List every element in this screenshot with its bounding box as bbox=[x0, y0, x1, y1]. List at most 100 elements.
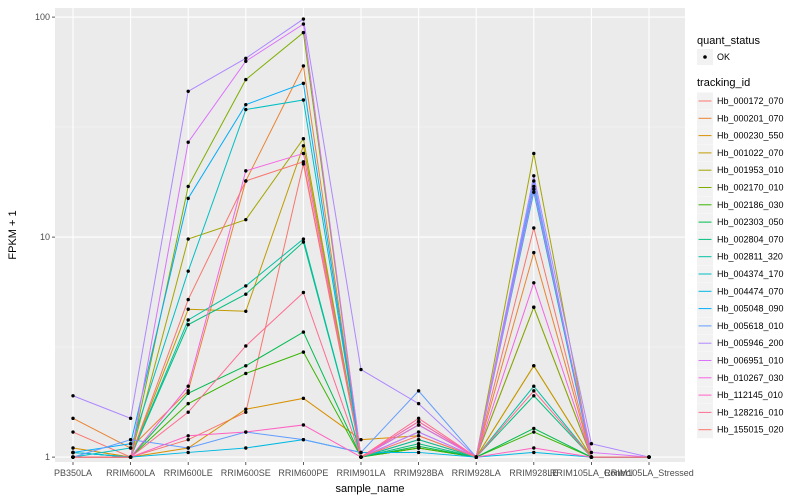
x-tick-label: RRIM105LA_Control bbox=[550, 468, 633, 478]
data-point bbox=[416, 389, 421, 393]
data-point bbox=[532, 394, 536, 398]
data-point bbox=[186, 196, 190, 201]
data-point bbox=[186, 140, 190, 144]
data-point bbox=[244, 59, 248, 63]
data-point bbox=[71, 416, 75, 421]
data-point bbox=[128, 416, 133, 421]
data-point bbox=[244, 217, 248, 222]
data-point bbox=[532, 281, 536, 285]
data-point bbox=[128, 437, 133, 442]
x-tick-label: RRIM105LA_Stressed bbox=[604, 468, 694, 478]
legend-label-series: Hb_000201_070 bbox=[717, 113, 784, 123]
legend: quant_status tracking_id OK Hb_000172_070… bbox=[697, 35, 784, 439]
data-point bbox=[301, 437, 306, 442]
data-point bbox=[532, 187, 536, 191]
data-point bbox=[416, 416, 421, 421]
data-point bbox=[416, 419, 421, 424]
data-point bbox=[186, 307, 190, 311]
data-point bbox=[244, 107, 248, 112]
legend-label-series: Hb_002811_320 bbox=[717, 252, 783, 262]
data-point bbox=[416, 442, 421, 446]
data-point bbox=[301, 330, 306, 334]
y-tick-label: 1 bbox=[45, 452, 50, 462]
data-point bbox=[244, 56, 248, 60]
data-point bbox=[359, 455, 363, 459]
data-point bbox=[244, 410, 248, 414]
data-point bbox=[301, 423, 306, 427]
data-point bbox=[301, 81, 306, 86]
legend-label-series: Hb_004374_170 bbox=[717, 269, 784, 279]
data-point bbox=[301, 396, 306, 401]
data-point bbox=[128, 446, 133, 450]
data-point bbox=[532, 174, 536, 178]
data-point bbox=[532, 430, 536, 434]
x-tick-label: RRIM901LA bbox=[336, 468, 385, 478]
data-point bbox=[71, 455, 75, 459]
legend-label-series: Hb_005946_200 bbox=[717, 338, 784, 348]
x-tick-label: RRIM928LA bbox=[452, 468, 501, 478]
data-point bbox=[71, 394, 75, 398]
legend-label-series: Hb_004474_070 bbox=[717, 286, 784, 296]
data-point bbox=[186, 237, 190, 241]
data-point bbox=[532, 450, 536, 455]
data-point bbox=[532, 305, 536, 309]
x-axis-ticks: PB350LA RRIM600LA RRIM600LE RRIM600SE RRIM60… bbox=[54, 462, 694, 478]
data-point bbox=[186, 297, 190, 302]
legend-label-series: Hb_002170_010 bbox=[717, 183, 784, 193]
legend-label-series: Hb_000230_550 bbox=[717, 131, 784, 141]
data-point bbox=[359, 367, 363, 372]
data-point bbox=[244, 364, 248, 368]
data-point bbox=[532, 426, 536, 431]
data-point bbox=[532, 384, 536, 388]
legend-label-series: Hb_155015_020 bbox=[717, 425, 784, 435]
legend-label-series: Hb_010267_030 bbox=[717, 373, 784, 383]
x-tick-label: RRIM600LE bbox=[164, 468, 213, 478]
data-point bbox=[532, 151, 536, 156]
data-point bbox=[244, 344, 248, 348]
data-point bbox=[301, 144, 306, 148]
data-point bbox=[244, 102, 248, 107]
data-point bbox=[244, 430, 248, 434]
data-point bbox=[244, 371, 248, 376]
data-point bbox=[532, 364, 536, 368]
legend-label-series: Hb_128216_010 bbox=[717, 407, 784, 417]
data-point bbox=[416, 430, 421, 434]
data-point bbox=[532, 250, 536, 255]
legend-label-series: Hb_002303_050 bbox=[717, 217, 784, 227]
legend-label-series: Hb_005048_090 bbox=[717, 304, 784, 314]
data-point bbox=[186, 401, 190, 406]
x-tick-label: RRIM600PE bbox=[278, 468, 328, 478]
data-point bbox=[301, 240, 306, 244]
data-point bbox=[186, 437, 190, 442]
data-point bbox=[359, 437, 363, 442]
data-point bbox=[186, 391, 190, 395]
data-point bbox=[244, 179, 248, 183]
data-point bbox=[186, 269, 190, 273]
data-point bbox=[416, 437, 421, 442]
data-point bbox=[589, 455, 594, 459]
data-point bbox=[244, 292, 248, 296]
data-point bbox=[71, 446, 75, 450]
data-point bbox=[301, 30, 306, 35]
y-axis-ticks: 1 10 100 bbox=[35, 12, 55, 462]
y-tick-label: 100 bbox=[35, 12, 50, 22]
y-axis-title: FPKM + 1 bbox=[7, 210, 19, 259]
data-point bbox=[244, 309, 248, 313]
data-point bbox=[301, 17, 306, 21]
data-point bbox=[301, 98, 306, 102]
legend-label-series: Hb_001953_010 bbox=[717, 165, 784, 175]
legend-title-quant-status: quant_status bbox=[697, 35, 760, 47]
data-point bbox=[301, 22, 306, 26]
data-point bbox=[647, 455, 651, 459]
data-points bbox=[71, 17, 651, 459]
x-tick-label: RRIM928BA bbox=[394, 468, 444, 478]
data-point bbox=[244, 407, 248, 411]
x-tick-label: RRIM928LE bbox=[509, 468, 558, 478]
x-tick-label: RRIM600LA bbox=[106, 468, 155, 478]
data-point bbox=[532, 179, 536, 183]
data-point bbox=[186, 446, 190, 450]
legend-label-quant-status: OK bbox=[717, 52, 730, 62]
data-point bbox=[532, 226, 536, 230]
plot-panel bbox=[55, 8, 685, 462]
